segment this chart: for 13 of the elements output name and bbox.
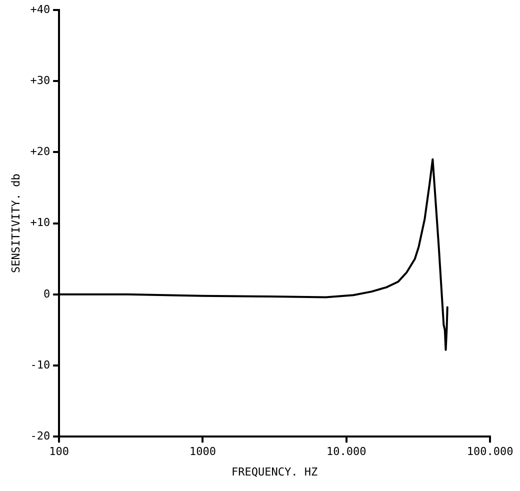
y-tick-label: -20 [30,429,50,442]
y-tick-label: +30 [30,74,50,87]
x-tick-label: 10.000 [326,445,366,458]
y-tick-label: +40 [30,2,50,16]
y-tick-label: 0 [43,287,50,300]
y-tick-label: +10 [30,216,50,230]
x-tick-label: 1000 [189,445,216,458]
x-axis-title: FREQUENCY. HZ [231,465,318,478]
y-axis-title: SENSITIVITY. db [9,174,22,273]
x-tick-label: 100.000 [466,445,514,458]
y-tick-label: +20 [30,145,50,158]
x-tick-label: 100 [49,445,70,458]
y-tick-label: -10 [30,358,50,372]
